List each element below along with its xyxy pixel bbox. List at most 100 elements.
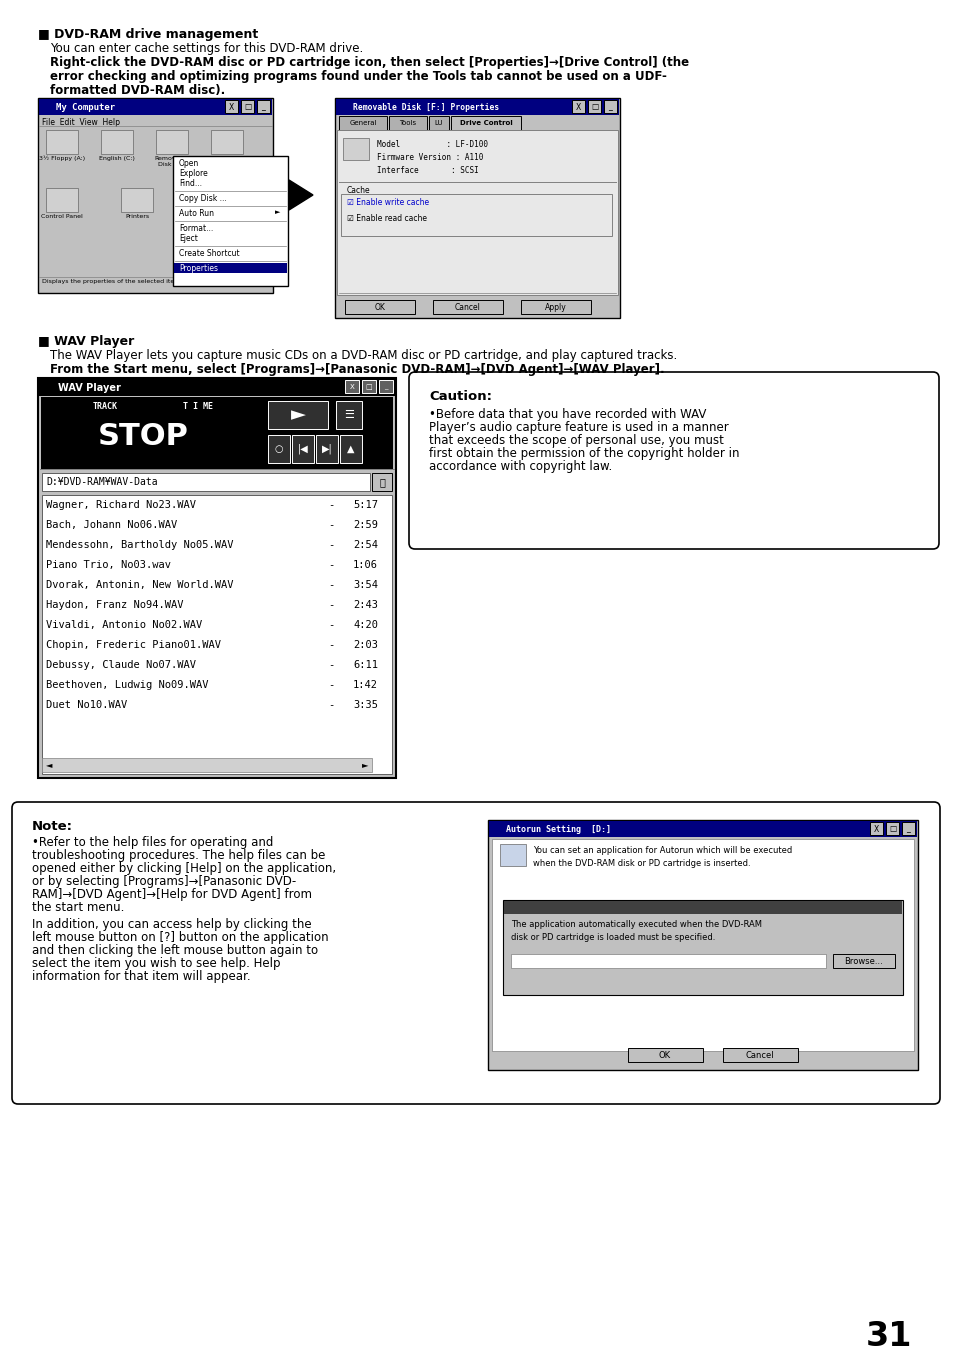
Text: X: X [349, 385, 354, 390]
Bar [336, 130, 618, 295]
Text: ☰: ☰ [344, 410, 354, 420]
Text: File  Edit  View  Help: File Edit View Help [42, 118, 120, 127]
Text: ►: ► [274, 209, 280, 215]
Bar [429, 116, 449, 130]
Text: From the Start menu, select [Programs]→[Panasonic DVD-RAM]→[DVD Agent]→[WAV Play: From the Start menu, select [Programs]→[… [50, 363, 664, 376]
Bar [372, 473, 392, 492]
Bar [451, 116, 520, 130]
Bar [340, 194, 612, 236]
Bar [335, 99, 618, 115]
Text: _: _ [608, 103, 612, 111]
Text: Removable Disk [F:] Properties: Removable Disk [F:] Properties [353, 103, 498, 111]
Text: Beethoven, Ludwig No09.WAV: Beethoven, Ludwig No09.WAV [46, 680, 209, 691]
Text: Autorun Setting  [D:]: Autorun Setting [D:] [505, 825, 610, 834]
Text: Right-click the DVD-RAM disc or PD cartridge icon, then select [Properties]→[Dri: Right-click the DVD-RAM disc or PD cartr… [50, 56, 688, 69]
Text: Auto Run: Auto Run [179, 209, 213, 218]
FancyBboxPatch shape [409, 372, 938, 548]
Bar [492, 839, 913, 1051]
Bar [121, 188, 152, 213]
FancyBboxPatch shape [12, 802, 939, 1104]
Text: ►: ► [361, 761, 368, 769]
Bar [41, 397, 393, 468]
Text: -: - [328, 540, 334, 550]
Text: -: - [328, 561, 334, 570]
Text: _: _ [905, 825, 909, 834]
Text: -: - [328, 620, 334, 630]
Text: Bach, Johann No06.WAV: Bach, Johann No06.WAV [46, 520, 177, 529]
Text: D:¥DVD-RAM¥WAV-Data: D:¥DVD-RAM¥WAV-Data [46, 477, 157, 487]
Text: 2:54: 2:54 [353, 540, 377, 550]
Bar [335, 97, 619, 318]
Text: ■ WAV Player: ■ WAV Player [38, 334, 134, 348]
Text: troubleshooting procedures. The help files can be: troubleshooting procedures. The help fil… [32, 849, 325, 862]
Text: select the item you wish to see help. Help: select the item you wish to see help. He… [32, 957, 280, 969]
Text: ▲: ▲ [347, 444, 355, 454]
Text: ■ DVD-RAM drive management: ■ DVD-RAM drive management [38, 28, 258, 41]
Text: Cancel: Cancel [745, 1051, 774, 1059]
Text: |◀: |◀ [297, 444, 308, 454]
Text: ☑ Enable write cache: ☑ Enable write cache [347, 198, 429, 207]
Text: 4:20: 4:20 [353, 620, 377, 630]
Text: ◄: ◄ [46, 761, 52, 769]
Text: or by selecting [Programs]→[Panasonic DVD-: or by selecting [Programs]→[Panasonic DV… [32, 875, 296, 888]
Text: X: X [576, 103, 580, 111]
Bar [339, 435, 361, 463]
Bar [722, 1048, 797, 1062]
Text: •Before data that you have recorded with WAV: •Before data that you have recorded with… [429, 408, 705, 421]
Text: Eject: Eject [179, 234, 197, 242]
Bar [627, 1048, 702, 1062]
Text: □: □ [365, 385, 372, 390]
Text: My Computer: My Computer [56, 103, 115, 111]
Text: 5:17: 5:17 [353, 500, 377, 510]
Text: Printers: Printers [125, 214, 149, 219]
Text: error checking and optimizing programs found under the Tools tab cannot be used : error checking and optimizing programs f… [50, 70, 666, 83]
Bar [885, 822, 898, 835]
Bar [869, 822, 882, 835]
Bar [572, 100, 584, 112]
Text: -: - [328, 680, 334, 691]
Text: You can enter cache settings for this DVD-RAM drive.: You can enter cache settings for this DV… [50, 42, 363, 56]
Bar [38, 378, 395, 779]
Text: OK: OK [659, 1051, 670, 1059]
Bar [241, 100, 253, 112]
Text: Find...: Find... [179, 179, 202, 188]
Text: opened either by clicking [Help] on the application,: opened either by clicking [Help] on the … [32, 862, 335, 875]
Text: Model          : LF-D100: Model : LF-D100 [376, 139, 488, 149]
Bar [389, 116, 427, 130]
Text: Dvorak, Antonin, New World.WAV: Dvorak, Antonin, New World.WAV [46, 580, 233, 590]
Text: X: X [229, 103, 233, 111]
Text: -: - [328, 700, 334, 709]
Bar [335, 401, 361, 429]
Text: WAV Player: WAV Player [58, 383, 121, 393]
Bar [39, 379, 395, 395]
Text: 3:35: 3:35 [353, 700, 377, 709]
Text: Firmware Version : A110: Firmware Version : A110 [376, 153, 483, 162]
Text: Cancel: Cancel [455, 302, 480, 311]
Bar [225, 100, 237, 112]
Bar [502, 900, 902, 995]
Text: accordance with copyright law.: accordance with copyright law. [429, 460, 612, 473]
Text: Vivaldi, Antonio No02.WAV: Vivaldi, Antonio No02.WAV [46, 620, 202, 630]
Bar [343, 138, 369, 160]
Text: Debussy, Claude No07.WAV: Debussy, Claude No07.WAV [46, 659, 195, 670]
Text: RAM]→[DVD Agent]→[Help for DVD Agent] from: RAM]→[DVD Agent]→[Help for DVD Agent] fr… [32, 888, 312, 900]
Bar [172, 156, 288, 286]
Bar [345, 380, 358, 393]
Text: Tools: Tools [399, 121, 416, 126]
Text: Browse...: Browse... [843, 956, 882, 965]
Bar [292, 435, 314, 463]
Bar [489, 821, 916, 837]
Text: Interface       : SCSI: Interface : SCSI [376, 167, 478, 175]
Bar [338, 116, 387, 130]
Polygon shape [289, 180, 313, 210]
Text: 1:42: 1:42 [353, 680, 377, 691]
Text: 3:54: 3:54 [353, 580, 377, 590]
Bar [211, 130, 243, 154]
Text: 2:59: 2:59 [353, 520, 377, 529]
Text: English (C:): English (C:) [99, 156, 134, 161]
Text: □: □ [244, 103, 251, 111]
Bar [433, 301, 502, 314]
Text: Displays the properties of the selected item.: Displays the properties of the selected … [42, 279, 182, 284]
Text: STOP: STOP [98, 422, 189, 451]
Bar [345, 301, 415, 314]
